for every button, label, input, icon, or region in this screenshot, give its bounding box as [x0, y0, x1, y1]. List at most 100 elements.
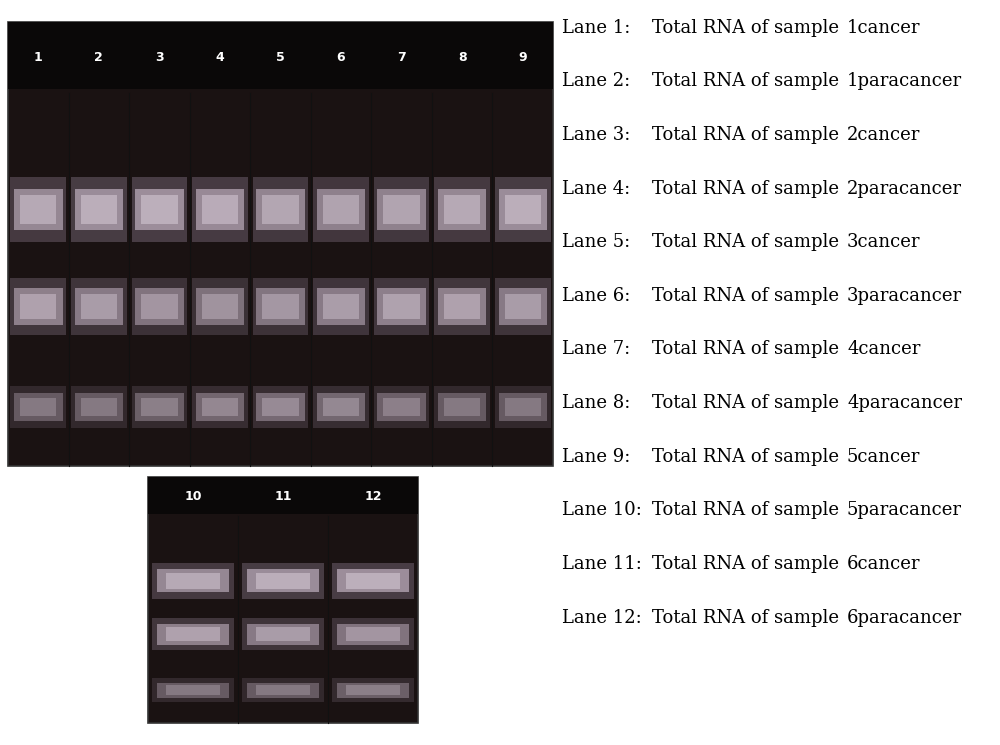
FancyBboxPatch shape [196, 393, 244, 421]
FancyBboxPatch shape [332, 618, 414, 650]
FancyBboxPatch shape [337, 624, 409, 644]
FancyBboxPatch shape [71, 177, 127, 242]
Text: 2: 2 [94, 51, 103, 64]
FancyBboxPatch shape [10, 278, 66, 335]
FancyBboxPatch shape [374, 177, 429, 242]
FancyBboxPatch shape [313, 177, 369, 242]
FancyBboxPatch shape [323, 294, 359, 319]
FancyBboxPatch shape [317, 393, 365, 421]
FancyBboxPatch shape [256, 393, 305, 421]
Text: Total RNA of sample: Total RNA of sample [652, 340, 839, 358]
FancyBboxPatch shape [346, 573, 400, 589]
FancyBboxPatch shape [434, 177, 490, 242]
FancyBboxPatch shape [495, 177, 551, 242]
FancyBboxPatch shape [498, 393, 547, 421]
FancyBboxPatch shape [81, 398, 117, 416]
Text: Total RNA of sample: Total RNA of sample [652, 609, 839, 627]
FancyBboxPatch shape [247, 682, 319, 698]
Text: Total RNA of sample: Total RNA of sample [652, 555, 839, 573]
FancyBboxPatch shape [377, 393, 426, 421]
FancyBboxPatch shape [132, 386, 187, 428]
Text: Total RNA of sample: Total RNA of sample [652, 287, 839, 305]
FancyBboxPatch shape [135, 288, 184, 325]
FancyBboxPatch shape [141, 398, 178, 416]
FancyBboxPatch shape [313, 278, 369, 335]
Text: 3: 3 [155, 51, 164, 64]
FancyBboxPatch shape [196, 288, 244, 325]
Text: 4: 4 [216, 51, 224, 64]
FancyBboxPatch shape [14, 393, 62, 421]
FancyBboxPatch shape [192, 177, 248, 242]
FancyBboxPatch shape [166, 685, 220, 695]
FancyBboxPatch shape [81, 195, 117, 224]
FancyBboxPatch shape [14, 288, 62, 325]
Text: Lane 10:: Lane 10: [562, 501, 642, 519]
FancyBboxPatch shape [242, 562, 324, 599]
FancyBboxPatch shape [383, 294, 420, 319]
FancyBboxPatch shape [196, 188, 244, 230]
Text: Lane 3:: Lane 3: [562, 126, 630, 144]
Text: Total RNA of sample: Total RNA of sample [652, 501, 839, 519]
FancyBboxPatch shape [20, 195, 56, 224]
FancyBboxPatch shape [374, 386, 429, 428]
FancyBboxPatch shape [444, 294, 480, 319]
Text: 6: 6 [337, 51, 345, 64]
Text: 3paracancer: 3paracancer [847, 287, 962, 305]
Text: Lane 5:: Lane 5: [562, 233, 630, 251]
FancyBboxPatch shape [242, 618, 324, 650]
FancyBboxPatch shape [383, 195, 420, 224]
FancyBboxPatch shape [157, 682, 229, 698]
Text: Total RNA of sample: Total RNA of sample [652, 72, 839, 90]
Text: 7: 7 [397, 51, 406, 64]
Text: Lane 8:: Lane 8: [562, 394, 630, 412]
FancyBboxPatch shape [202, 398, 238, 416]
FancyBboxPatch shape [20, 294, 56, 319]
FancyBboxPatch shape [377, 188, 426, 230]
FancyBboxPatch shape [495, 278, 551, 335]
FancyBboxPatch shape [374, 278, 429, 335]
FancyBboxPatch shape [148, 477, 418, 514]
FancyBboxPatch shape [323, 195, 359, 224]
FancyBboxPatch shape [10, 177, 66, 242]
FancyBboxPatch shape [323, 398, 359, 416]
Text: 1cancer: 1cancer [847, 19, 920, 37]
FancyBboxPatch shape [141, 294, 178, 319]
FancyBboxPatch shape [75, 393, 123, 421]
FancyBboxPatch shape [81, 294, 117, 319]
Text: Total RNA of sample: Total RNA of sample [652, 180, 839, 197]
FancyBboxPatch shape [247, 569, 319, 592]
Text: 9: 9 [518, 51, 527, 64]
Text: Total RNA of sample: Total RNA of sample [652, 19, 839, 37]
FancyBboxPatch shape [152, 678, 234, 702]
FancyBboxPatch shape [152, 562, 234, 599]
Text: Lane 12:: Lane 12: [562, 609, 642, 627]
FancyBboxPatch shape [262, 195, 299, 224]
Text: Lane 9:: Lane 9: [562, 448, 630, 466]
Text: Lane 1:: Lane 1: [562, 19, 630, 37]
FancyBboxPatch shape [444, 195, 480, 224]
FancyBboxPatch shape [337, 569, 409, 592]
Text: Total RNA of sample: Total RNA of sample [652, 448, 839, 466]
FancyBboxPatch shape [135, 393, 184, 421]
FancyBboxPatch shape [313, 386, 369, 428]
FancyBboxPatch shape [148, 477, 418, 723]
FancyBboxPatch shape [317, 288, 365, 325]
Text: Lane 2:: Lane 2: [562, 72, 630, 90]
FancyBboxPatch shape [332, 678, 414, 702]
FancyBboxPatch shape [132, 177, 187, 242]
Text: 4cancer: 4cancer [847, 340, 920, 358]
Text: Lane 7:: Lane 7: [562, 340, 630, 358]
FancyBboxPatch shape [152, 618, 234, 650]
Text: Total RNA of sample: Total RNA of sample [652, 394, 839, 412]
FancyBboxPatch shape [262, 398, 299, 416]
FancyBboxPatch shape [157, 569, 229, 592]
FancyBboxPatch shape [495, 386, 551, 428]
FancyBboxPatch shape [346, 685, 400, 695]
FancyBboxPatch shape [8, 22, 553, 89]
FancyBboxPatch shape [498, 188, 547, 230]
FancyBboxPatch shape [71, 278, 127, 335]
FancyBboxPatch shape [317, 188, 365, 230]
FancyBboxPatch shape [505, 294, 541, 319]
FancyBboxPatch shape [202, 195, 238, 224]
FancyBboxPatch shape [14, 188, 62, 230]
